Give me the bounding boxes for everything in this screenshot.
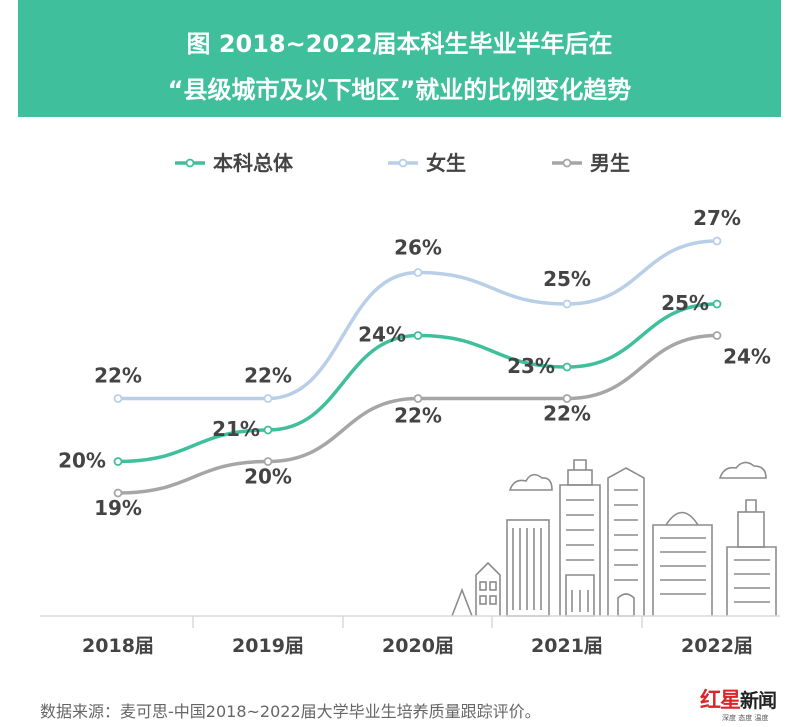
data-point-overall [413,331,423,340]
data-label-male: 22% [543,402,591,426]
title-banner: 图 2018~2022届本科生毕业半年后在 “县级城市及以下地区”就业的比例变化… [18,0,781,117]
data-label-overall: 23% [507,354,555,378]
chart-legend: 本科总体 女生 男生 [175,151,630,175]
data-label-overall: 21% [212,417,260,441]
logo-tagline: 深度 态度 温度 [722,714,769,722]
legend-label-male: 男生 [590,151,630,175]
x-axis-ticks: 2018届 2019届 2020届 2021届 2022届 [82,616,753,657]
data-label-male: 22% [394,404,442,428]
series-line-overall [117,302,718,464]
data-label-overall: 24% [358,323,406,347]
data-point-female [562,299,572,309]
data-point-male [562,394,572,403]
x-tick-label: 2022届 [681,635,753,657]
data-point-overall [712,299,722,309]
x-tick-label: 2021届 [531,635,603,657]
x-tick-label: 2020届 [382,635,454,657]
logo-news-text: 新闻 [740,690,777,712]
legend-marker-female [398,158,408,168]
data-labels: 20% 21% 24% 23% 25% 22% 22% 26% 25% 27% 19% 20% 22% 2… [58,206,771,520]
data-point-female [263,394,273,403]
data-point-male [263,457,273,466]
data-point-overall [562,362,572,372]
data-label-female: 26% [394,236,442,260]
data-point-overall [113,457,123,466]
logo-main-text: 红星 [700,687,741,712]
legend-marker-overall [185,158,195,168]
data-label-female: 22% [94,364,142,388]
data-label-female: 22% [244,364,292,388]
data-point-female [113,394,123,403]
city-skyline-illustration [451,459,777,617]
data-point-male [413,394,423,403]
data-label-female: 27% [693,206,741,230]
data-point-male [712,331,722,340]
title-line-1: 图 2018~2022届本科生毕业半年后在 [186,30,613,58]
data-source-note: 数据来源：麦可思-中国2018~2022届大学毕业生培养质量跟踪评价。 [40,702,541,721]
data-label-male: 24% [723,345,771,369]
data-point-female [712,236,722,246]
x-tick-label: 2019届 [232,635,304,657]
legend-label-overall: 本科总体 [213,151,294,175]
series-lines [117,239,718,495]
data-label-male: 20% [244,465,292,489]
title-line-2: “县级城市及以下地区”就业的比例变化趋势 [167,76,632,104]
x-tick-label: 2018届 [82,635,154,657]
legend-label-female: 女生 [426,151,466,175]
data-point-male [113,488,123,498]
data-label-overall: 25% [661,291,709,315]
data-point-female [413,268,423,277]
data-label-female: 25% [543,267,591,291]
publisher-logo: 红星新闻 深度 态度 温度 [700,684,796,724]
data-point-overall [263,425,273,435]
series-line-female [117,239,718,401]
data-label-male: 19% [94,496,142,520]
data-label-overall: 20% [58,449,106,473]
series-points [113,236,722,498]
legend-marker-male [562,158,572,168]
